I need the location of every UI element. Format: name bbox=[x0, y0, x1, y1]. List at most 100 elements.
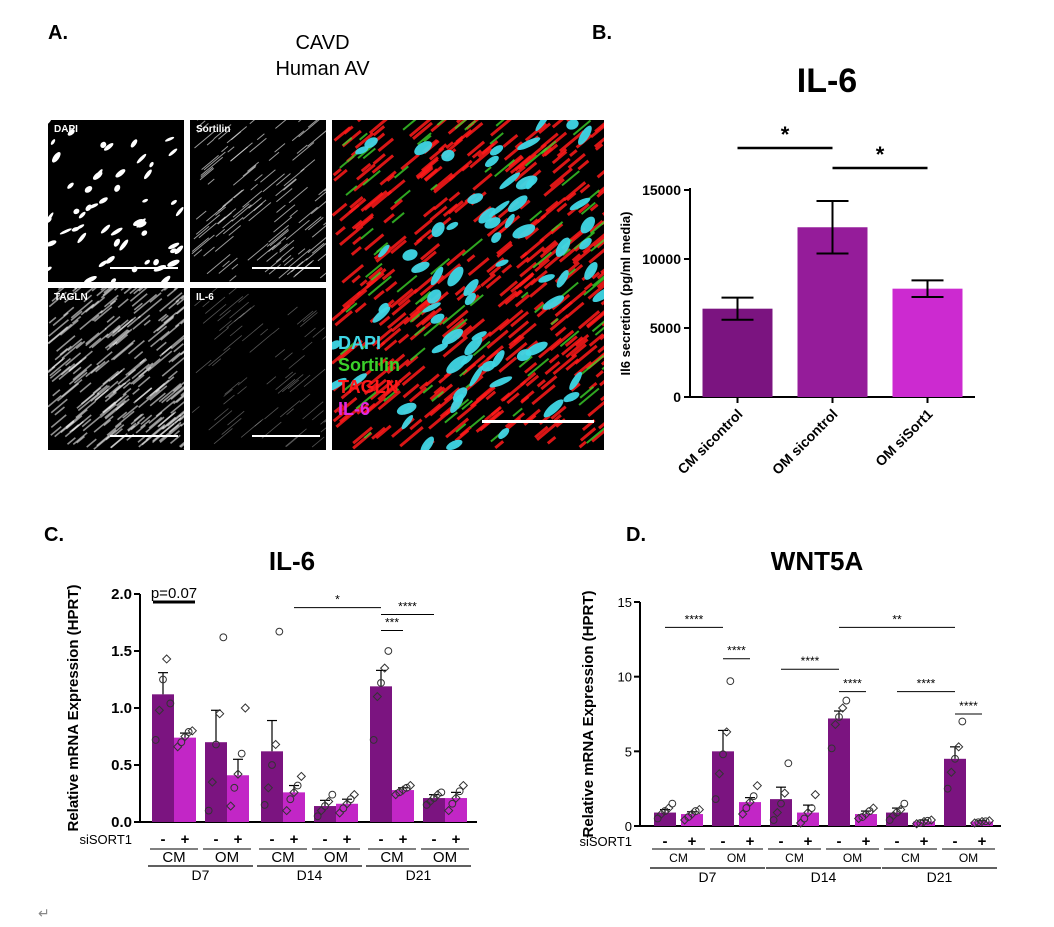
texture-fiber bbox=[194, 297, 205, 307]
texture-fiber bbox=[206, 138, 215, 146]
texture-fiber bbox=[226, 126, 248, 144]
texture-fiber bbox=[174, 318, 184, 328]
data-point bbox=[349, 789, 360, 800]
texture-fiber bbox=[362, 147, 376, 160]
data-point bbox=[977, 816, 987, 827]
texture-fiber bbox=[285, 219, 310, 240]
texture-fiber bbox=[307, 217, 324, 231]
texture-fiber bbox=[499, 280, 519, 297]
texture-fiber bbox=[552, 157, 571, 174]
texture-fiber bbox=[420, 307, 443, 326]
condition-label: CM bbox=[162, 849, 185, 866]
texture-fiber bbox=[596, 239, 604, 249]
texture-fiber bbox=[436, 120, 445, 126]
texture-fiber bbox=[472, 172, 493, 191]
texture-fiber bbox=[127, 425, 136, 432]
bar bbox=[855, 814, 877, 826]
data-point bbox=[919, 816, 929, 827]
texture-fiber bbox=[285, 428, 307, 447]
texture-fiber bbox=[446, 309, 469, 330]
texture-blob bbox=[484, 155, 499, 168]
texture-fiber bbox=[580, 354, 604, 376]
texture-fiber bbox=[298, 120, 320, 138]
bar bbox=[152, 694, 174, 822]
texture-fiber bbox=[223, 335, 243, 351]
texture-fiber bbox=[423, 134, 432, 143]
data-point bbox=[214, 708, 225, 719]
texture-fiber bbox=[162, 410, 184, 430]
texture-fiber bbox=[312, 327, 325, 338]
texture-fiber bbox=[362, 169, 381, 186]
texture-fiber bbox=[273, 204, 296, 223]
panel-a-title: CAVD Human AV bbox=[250, 30, 395, 82]
data-point bbox=[837, 703, 848, 713]
texture-fiber bbox=[570, 382, 581, 392]
texture-fiber bbox=[50, 425, 62, 436]
texture-fiber bbox=[115, 334, 129, 346]
texture-fiber bbox=[534, 258, 550, 273]
texture-fiber bbox=[504, 155, 524, 173]
texture-fiber bbox=[334, 310, 353, 327]
texture-fiber bbox=[111, 318, 134, 337]
texture-fiber bbox=[443, 387, 461, 402]
texture-fiber bbox=[105, 424, 125, 441]
texture-fiber bbox=[553, 414, 562, 422]
texture-fiber bbox=[525, 246, 546, 264]
data-point bbox=[219, 633, 228, 642]
texture-fiber bbox=[75, 340, 86, 350]
texture-fiber bbox=[512, 407, 523, 417]
micrograph-merge: DAPI Sortilin TAGLN IL-6 bbox=[332, 120, 604, 450]
texture-fiber bbox=[91, 314, 100, 322]
texture-fiber bbox=[222, 260, 230, 268]
texture-blob bbox=[174, 245, 184, 255]
texture-fiber bbox=[283, 352, 293, 361]
data-point bbox=[926, 815, 937, 825]
texture-fiber bbox=[233, 189, 245, 199]
texture-fiber bbox=[275, 246, 295, 263]
data-point bbox=[293, 781, 302, 790]
texture-fiber bbox=[386, 299, 395, 307]
texture-fiber bbox=[430, 120, 447, 133]
micrograph-il6-label: IL-6 bbox=[196, 292, 214, 303]
texture-fiber bbox=[556, 202, 568, 213]
texture-fiber bbox=[360, 342, 370, 351]
data-point bbox=[379, 663, 390, 673]
texture-fiber bbox=[219, 208, 237, 223]
data-point bbox=[981, 817, 990, 826]
texture-fiber bbox=[133, 387, 153, 404]
texture-fiber bbox=[455, 423, 467, 433]
texture-fiber bbox=[561, 289, 587, 312]
texture-fiber bbox=[221, 145, 229, 153]
texture-blob bbox=[402, 249, 418, 261]
texture-fiber bbox=[386, 235, 407, 253]
texture-fiber bbox=[371, 426, 386, 440]
texture-fiber bbox=[155, 400, 176, 417]
texture-blob bbox=[446, 439, 463, 450]
texture-fiber bbox=[599, 334, 604, 341]
texture-fiber bbox=[466, 254, 476, 263]
texture-fiber bbox=[115, 394, 130, 407]
texture-fiber bbox=[333, 168, 348, 182]
texture-fiber bbox=[386, 173, 395, 182]
texture-fiber bbox=[249, 137, 267, 153]
chart-title: IL-6 bbox=[797, 62, 857, 100]
legend-tagln: TAGLN bbox=[338, 377, 399, 397]
texture-fiber bbox=[550, 405, 567, 420]
texture-blob bbox=[98, 197, 108, 204]
texture-fiber bbox=[175, 305, 184, 315]
texture-fiber bbox=[454, 285, 466, 296]
texture-fiber bbox=[527, 357, 550, 377]
data-point bbox=[451, 793, 461, 803]
y-tick-label: 10 bbox=[618, 670, 632, 685]
texture-fiber bbox=[379, 170, 397, 186]
micrograph-dapi: DAPI bbox=[48, 120, 184, 282]
y-tick-label: 5000 bbox=[650, 320, 681, 336]
texture-fiber bbox=[170, 387, 184, 400]
texture-fiber bbox=[207, 178, 215, 185]
texture-blob bbox=[48, 120, 52, 125]
texture-fiber bbox=[464, 122, 484, 139]
texture-fiber bbox=[290, 258, 308, 273]
texture-blob bbox=[104, 143, 114, 151]
texture-fiber bbox=[508, 334, 522, 347]
texture-fiber bbox=[168, 421, 182, 433]
